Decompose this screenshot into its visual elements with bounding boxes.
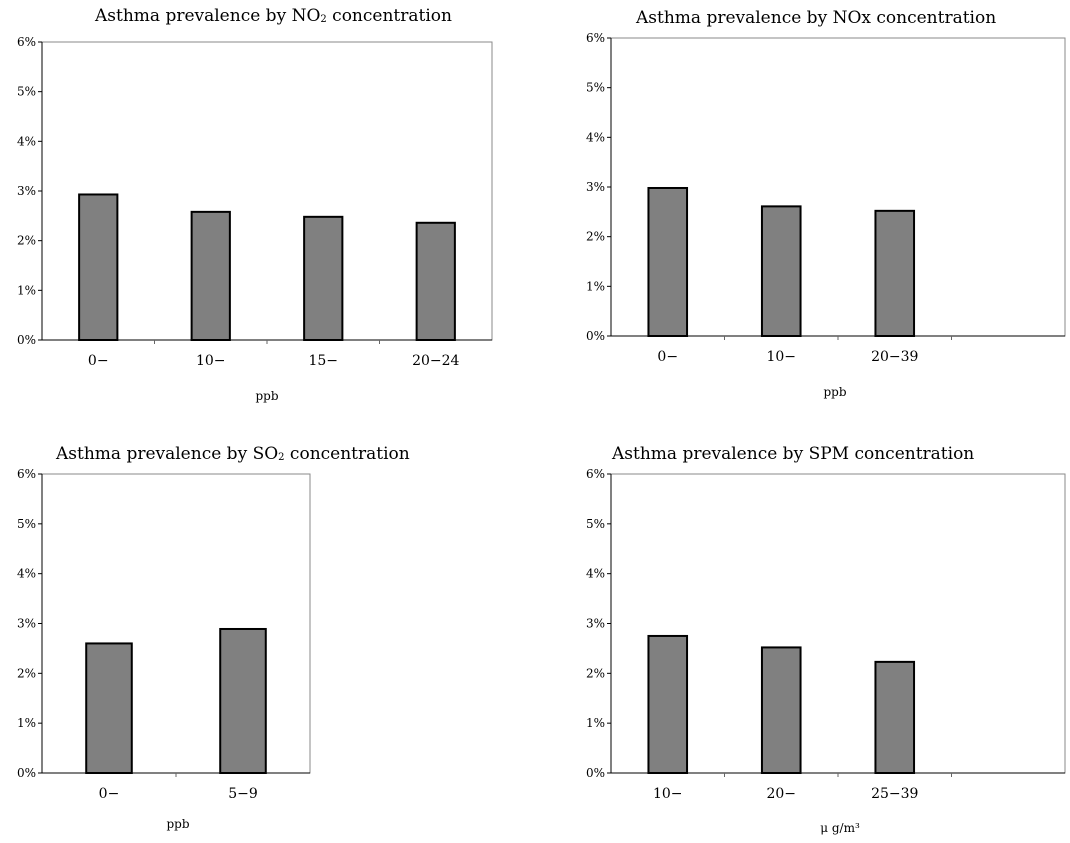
y-tick-label: 4% <box>17 134 36 148</box>
x-axis-label: ppb <box>823 385 846 399</box>
chart-title: Asthma prevalence by NOx concentration <box>636 8 996 28</box>
x-tick-label: 5−9 <box>228 786 258 802</box>
x-axis-label: ppb <box>166 817 189 831</box>
y-tick-label: 5% <box>586 81 605 95</box>
y-tick-label: 6% <box>586 31 605 45</box>
y-tick-label: 5% <box>17 517 36 531</box>
y-tick-label: 2% <box>17 666 36 680</box>
bar <box>85 642 133 775</box>
x-axis-label: ppb <box>255 389 278 403</box>
x-tick-label: 10− <box>653 786 683 802</box>
y-tick-label: 1% <box>586 716 605 730</box>
y-tick-label: 2% <box>17 234 36 248</box>
bar <box>874 209 916 337</box>
chart-title-subscript: 2 <box>320 14 327 25</box>
bar <box>303 215 344 341</box>
bar <box>760 646 802 774</box>
y-tick-label: 5% <box>586 517 605 531</box>
x-tick-label: 0− <box>88 353 109 369</box>
chart-title-text: Asthma prevalence by NO <box>95 6 321 26</box>
y-tick-label: 3% <box>17 184 36 198</box>
bar <box>874 660 916 774</box>
bar <box>219 627 267 775</box>
x-tick-label: 25−39 <box>871 786 918 802</box>
y-tick-label: 3% <box>586 617 605 631</box>
y-tick-label: 5% <box>17 85 36 99</box>
y-tick-label: 3% <box>586 180 605 194</box>
y-tick-label: 0% <box>17 766 36 780</box>
chart-title: Asthma prevalence by SPM concentration <box>612 444 974 464</box>
x-tick-label: 20− <box>766 786 796 802</box>
y-tick-label: 0% <box>586 766 605 780</box>
x-tick-label: 10− <box>766 349 796 365</box>
y-tick-label: 2% <box>586 230 605 244</box>
x-tick-label: 0− <box>657 349 678 365</box>
bar <box>760 205 802 337</box>
x-tick-label: 0− <box>99 786 120 802</box>
y-tick-label: 6% <box>17 35 36 49</box>
bar <box>190 210 231 341</box>
y-tick-label: 6% <box>586 467 605 481</box>
chart-title-subscript: 2 <box>278 452 285 463</box>
x-tick-label: 20−39 <box>871 349 918 365</box>
chart-title-text: Asthma prevalence by NOx concentration <box>636 8 997 28</box>
y-tick-label: 1% <box>17 716 36 730</box>
chart-title: Asthma prevalence by NO2 concentration <box>95 6 452 26</box>
y-tick-label: 0% <box>17 333 36 347</box>
y-tick-label: 4% <box>17 567 36 581</box>
chart-title: Asthma prevalence by SO2 concentration <box>56 444 410 464</box>
bar <box>647 186 689 337</box>
y-tick-label: 2% <box>586 666 605 680</box>
y-tick-label: 1% <box>586 279 605 293</box>
x-tick-label: 15− <box>308 353 338 369</box>
y-tick-label: 0% <box>586 329 605 343</box>
y-tick-label: 4% <box>586 130 605 144</box>
bar <box>647 634 689 774</box>
x-tick-label: 10− <box>196 353 226 369</box>
chart-title-text: Asthma prevalence by SO <box>56 444 279 464</box>
x-tick-label: 20−24 <box>412 353 459 369</box>
y-tick-label: 1% <box>17 283 36 297</box>
chart-title-suffix: concentration <box>326 6 452 26</box>
chart-title-suffix: concentration <box>284 444 410 464</box>
bar <box>78 193 119 341</box>
chart-title-text: Asthma prevalence by SPM concentration <box>612 444 975 464</box>
bar <box>415 221 456 341</box>
y-tick-label: 6% <box>17 467 36 481</box>
y-tick-label: 3% <box>17 617 36 631</box>
x-axis-label: μ g/m³ <box>820 821 860 835</box>
y-tick-label: 4% <box>586 567 605 581</box>
